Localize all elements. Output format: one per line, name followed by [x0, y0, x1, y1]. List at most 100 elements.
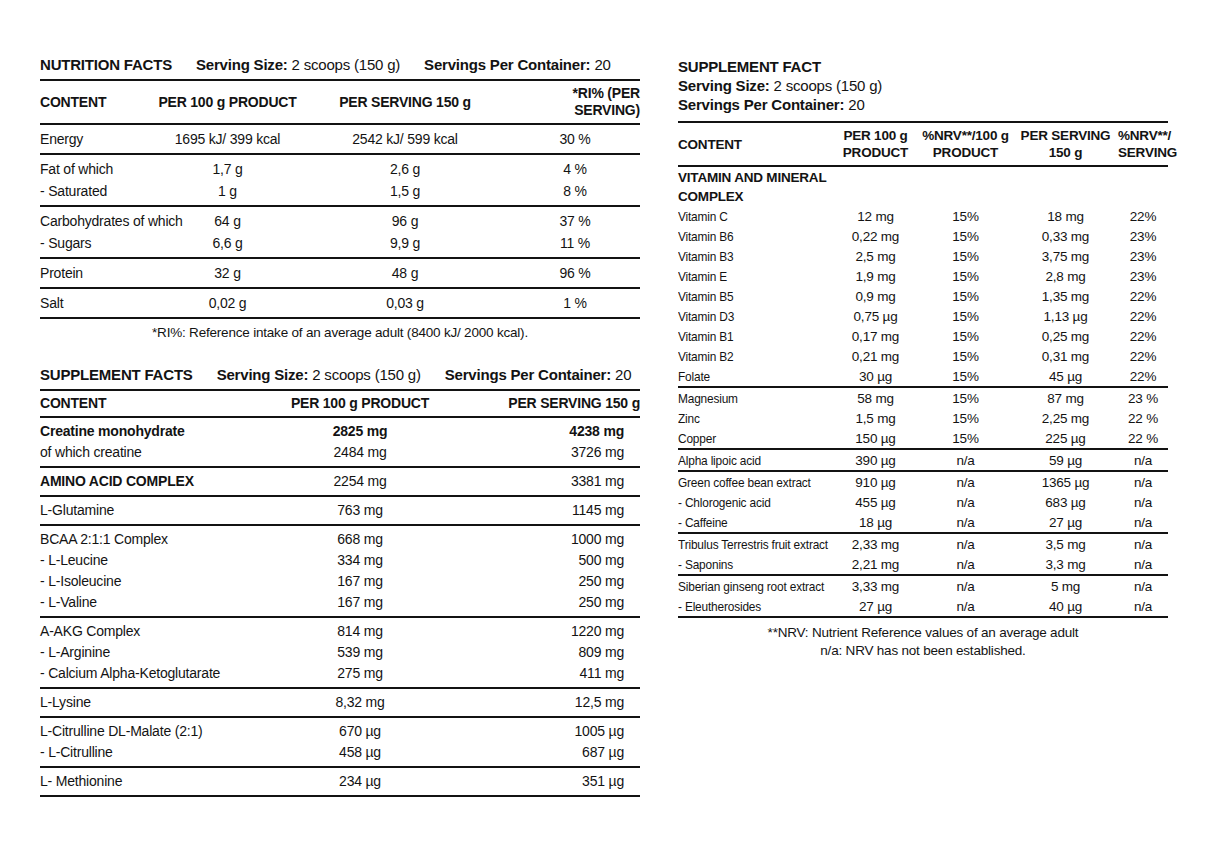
value-cell: 3,5 mg [1013, 533, 1118, 554]
value-cell: 458 µg [280, 742, 440, 767]
value-cell: 45 µg [1013, 366, 1118, 387]
value-cell: 22% [1118, 366, 1168, 387]
row-label: - Caffeine [678, 513, 728, 532]
value-cell: 167 mg [280, 592, 440, 617]
row-label-cell: - Chlorogenic acid [678, 492, 833, 512]
table-row: - Chlorogenic acid455 µgn/a683 µgn/a [678, 492, 1168, 512]
value-cell: 59 µg [1013, 449, 1118, 471]
supplement-fact-table: CONTENTPER 100 g PRODUCT%NRV**/100 g PRO… [678, 121, 1168, 618]
row-group: Alpha lipoic acid390 µgn/a59 µgn/a [678, 449, 1168, 471]
row-group: L-Lysine8,32 mg12,5 mg [40, 688, 640, 717]
value-cell: 814 mg [280, 617, 440, 642]
table-row: Green coffee bean extract910 µgn/a1365 µ… [678, 471, 1168, 492]
row-label-cell: Copper [678, 428, 833, 449]
table-row: Vitamin B32,5 mg15%3,75 mg23% [678, 246, 1168, 266]
value-cell: 0,02 g [155, 288, 300, 318]
value-cell: n/a [918, 449, 1013, 471]
value-cell: 30 µg [833, 366, 918, 387]
value-cell: 11 % [510, 232, 640, 258]
table-row: - L-Valine167 mg250 mg [40, 592, 640, 617]
value-cell: 48 g [300, 258, 510, 288]
value-cell: 2825 mg [280, 417, 440, 442]
servings-per-container-label: Servings Per Container: [445, 366, 611, 383]
row-label: Copper [678, 429, 716, 448]
table-row: Siberian ginseng root extract3,33 mgn/a5… [678, 575, 1168, 596]
value-cell: 22% [1118, 206, 1168, 226]
value-cell: 334 mg [280, 550, 440, 571]
row-label: L-Lysine [40, 694, 91, 710]
row-label: - L-Valine [40, 594, 97, 610]
value-cell: n/a [1118, 512, 1168, 533]
value-cell: 15% [918, 428, 1013, 449]
value-cell: 3381 mg [440, 467, 640, 496]
row-label: Vitamin E [678, 267, 727, 286]
value-cell: 96 % [510, 258, 640, 288]
value-cell: n/a [918, 554, 1013, 575]
value-cell: 250 mg [440, 571, 640, 592]
value-cell: 15% [918, 206, 1013, 226]
table-row: - Sugars6,6 g9,9 g11 % [40, 232, 640, 258]
row-label-cell: - Saturated [40, 180, 155, 206]
value-cell: 167 mg [280, 571, 440, 592]
servings-per-container: Servings Per Container: 20 [424, 56, 611, 73]
supplement-fact-header: SUPPLEMENT FACT Serving Size: 2 scoops (… [678, 57, 1168, 121]
value-cell: 8 % [510, 180, 640, 206]
row-label: A-AKG Complex [40, 623, 140, 639]
value-cell: n/a [918, 533, 1013, 554]
servings-per-container: Servings Per Container: 20 [445, 366, 632, 383]
value-cell: 0,17 mg [833, 326, 918, 346]
value-cell: 1000 mg [440, 525, 640, 550]
row-label: Alpha lipoic acid [678, 451, 761, 470]
row-label-cell: Vitamin B2 [678, 346, 833, 366]
servings-per-container-label: Servings Per Container: [678, 96, 844, 113]
value-cell: 1,35 mg [1013, 286, 1118, 306]
table-row: Protein32 g48 g96 % [40, 258, 640, 288]
row-label-cell: Vitamin C [678, 206, 833, 226]
value-cell: 2254 mg [280, 467, 440, 496]
row-group: L-Glutamine763 mg1145 mg [40, 496, 640, 525]
table-row: VITAMIN AND MINERAL COMPLEX [678, 166, 1168, 206]
value-cell: 1220 mg [440, 617, 640, 642]
row-label: Protein [40, 265, 83, 281]
value-cell: 2,5 mg [833, 246, 918, 266]
row-label-cell: - Calcium Alpha-Ketoglutarate [40, 663, 280, 688]
row-label-cell: Magnesium [678, 387, 833, 408]
value-cell: 8,32 mg [280, 688, 440, 717]
row-group: BCAA 2:1:1 Complex668 mg1000 mg- L-Leuci… [40, 525, 640, 617]
row-group: AMINO ACID COMPLEX2254 mg3381 mg [40, 467, 640, 496]
value-cell: 23% [1118, 226, 1168, 246]
table-row: BCAA 2:1:1 Complex668 mg1000 mg [40, 525, 640, 550]
nrv-footnote-line: **NRV: Nutrient Reference values of an a… [678, 624, 1168, 642]
value-cell: 87 mg [1013, 387, 1118, 408]
row-label-cell: Siberian ginseng root extract [678, 575, 833, 596]
row-label: Salt [40, 295, 63, 311]
row-label: Siberian ginseng root extract [678, 577, 824, 596]
value-cell: 15% [918, 306, 1013, 326]
row-label-cell: L-Citrulline DL-Malate (2:1) [40, 717, 280, 742]
value-cell: 1365 µg [1013, 471, 1118, 492]
row-group: Siberian ginseng root extract3,33 mgn/a5… [678, 575, 1168, 617]
row-label-cell: Alpha lipoic acid [678, 449, 833, 471]
row-label-cell: - Caffeine [678, 512, 833, 533]
row-label: L-Citrulline DL-Malate (2:1) [40, 723, 202, 739]
column-header: PER 100 g PRODUCT [155, 80, 300, 124]
row-label-cell: - L-Isoleucine [40, 571, 280, 592]
column-header: PER SERVING 150 g [300, 80, 510, 124]
table-row: Fat of which1,7 g2,6 g4 % [40, 154, 640, 180]
column-header: CONTENT [40, 80, 155, 124]
row-label: Zinc [678, 409, 700, 428]
table-row: - Calcium Alpha-Ketoglutarate275 mg411 m… [40, 663, 640, 688]
value-cell: 22% [1118, 306, 1168, 326]
table-row: L-Citrulline DL-Malate (2:1)670 µg1005 µ… [40, 717, 640, 742]
value-cell: 15% [918, 266, 1013, 286]
row-group: Green coffee bean extract910 µgn/a1365 µ… [678, 471, 1168, 533]
row-label: L-Glutamine [40, 502, 114, 518]
column-header: *RI% (PER SERVING) [510, 80, 640, 124]
row-group: Creatine monohydrate2825 mg4238 mgof whi… [40, 417, 640, 467]
row-label: Vitamin D3 [678, 307, 734, 326]
row-label-cell: A-AKG Complex [40, 617, 280, 642]
nutrition-facts-footnote: *RI%: Reference intake of an average adu… [40, 319, 640, 340]
row-label: - L-Isoleucine [40, 573, 121, 589]
value-cell: 1,5 g [300, 180, 510, 206]
value-cell: 2,21 mg [833, 554, 918, 575]
